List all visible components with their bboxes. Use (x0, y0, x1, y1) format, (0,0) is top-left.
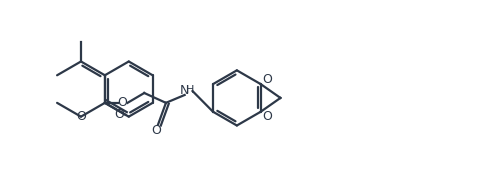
Text: O: O (76, 110, 86, 123)
Text: O: O (263, 73, 273, 86)
Text: O: O (115, 108, 124, 121)
Text: O: O (151, 124, 161, 137)
Text: N: N (180, 84, 189, 97)
Text: O: O (263, 110, 273, 123)
Text: H: H (185, 85, 194, 95)
Text: O: O (118, 96, 127, 109)
